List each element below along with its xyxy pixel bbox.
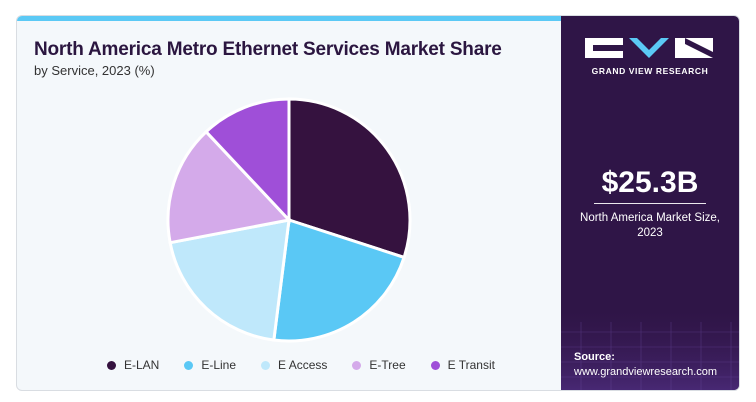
accent-bar xyxy=(17,16,561,21)
legend-label: E-LAN xyxy=(124,358,160,372)
legend-swatch xyxy=(352,360,362,370)
brand-name: GRAND VIEW RESEARCH xyxy=(591,66,709,76)
chart-card: North America Metro Ethernet Services Ma… xyxy=(16,15,740,391)
legend-item: E-LAN xyxy=(107,358,159,372)
legend-item: E Access xyxy=(261,358,327,372)
market-size-value: $25.3B xyxy=(601,166,699,199)
decorative-pattern xyxy=(561,312,739,390)
legend-item: E Transit xyxy=(430,358,495,372)
legend-item: E-Tree xyxy=(352,358,406,372)
source-url[interactable]: www.grandviewresearch.com xyxy=(574,366,718,378)
sidebar-panel: GRAND VIEW RESEARCH $25.3B North America… xyxy=(561,16,739,390)
legend-label: E Transit xyxy=(447,358,495,372)
pie-chart xyxy=(166,97,412,343)
divider xyxy=(594,203,706,204)
legend-swatch xyxy=(261,360,271,370)
chart-legend: E-LAN E-Line E Access E-Tree E Transit xyxy=(107,358,520,372)
pie-slice-e-lan xyxy=(287,97,412,260)
market-size-caption-line1: North America Market Size, xyxy=(580,212,720,224)
legend-item: E-Line xyxy=(184,358,236,372)
grand-view-research-logo xyxy=(585,38,713,58)
legend-swatch xyxy=(107,360,116,370)
market-size-caption-line2: 2023 xyxy=(637,227,663,239)
pie-slice-e-tree xyxy=(166,129,292,245)
pie-slice-e-line xyxy=(272,218,406,343)
legend-label: E-Tree xyxy=(369,358,406,372)
legend-swatch xyxy=(430,360,440,370)
legend-label: E-Line xyxy=(201,358,237,372)
pie-slice-e-transit xyxy=(204,97,291,224)
market-size-caption: North America Market Size, 2023 xyxy=(561,211,739,241)
pie-slice-e-access xyxy=(168,218,291,342)
chart-title: North America Metro Ethernet Services Ma… xyxy=(34,39,502,60)
legend-label: E Access xyxy=(278,358,328,372)
legend-swatch xyxy=(184,360,194,370)
source-label: Source: xyxy=(574,351,615,363)
chart-subtitle: by Service, 2023 (%) xyxy=(34,63,155,78)
